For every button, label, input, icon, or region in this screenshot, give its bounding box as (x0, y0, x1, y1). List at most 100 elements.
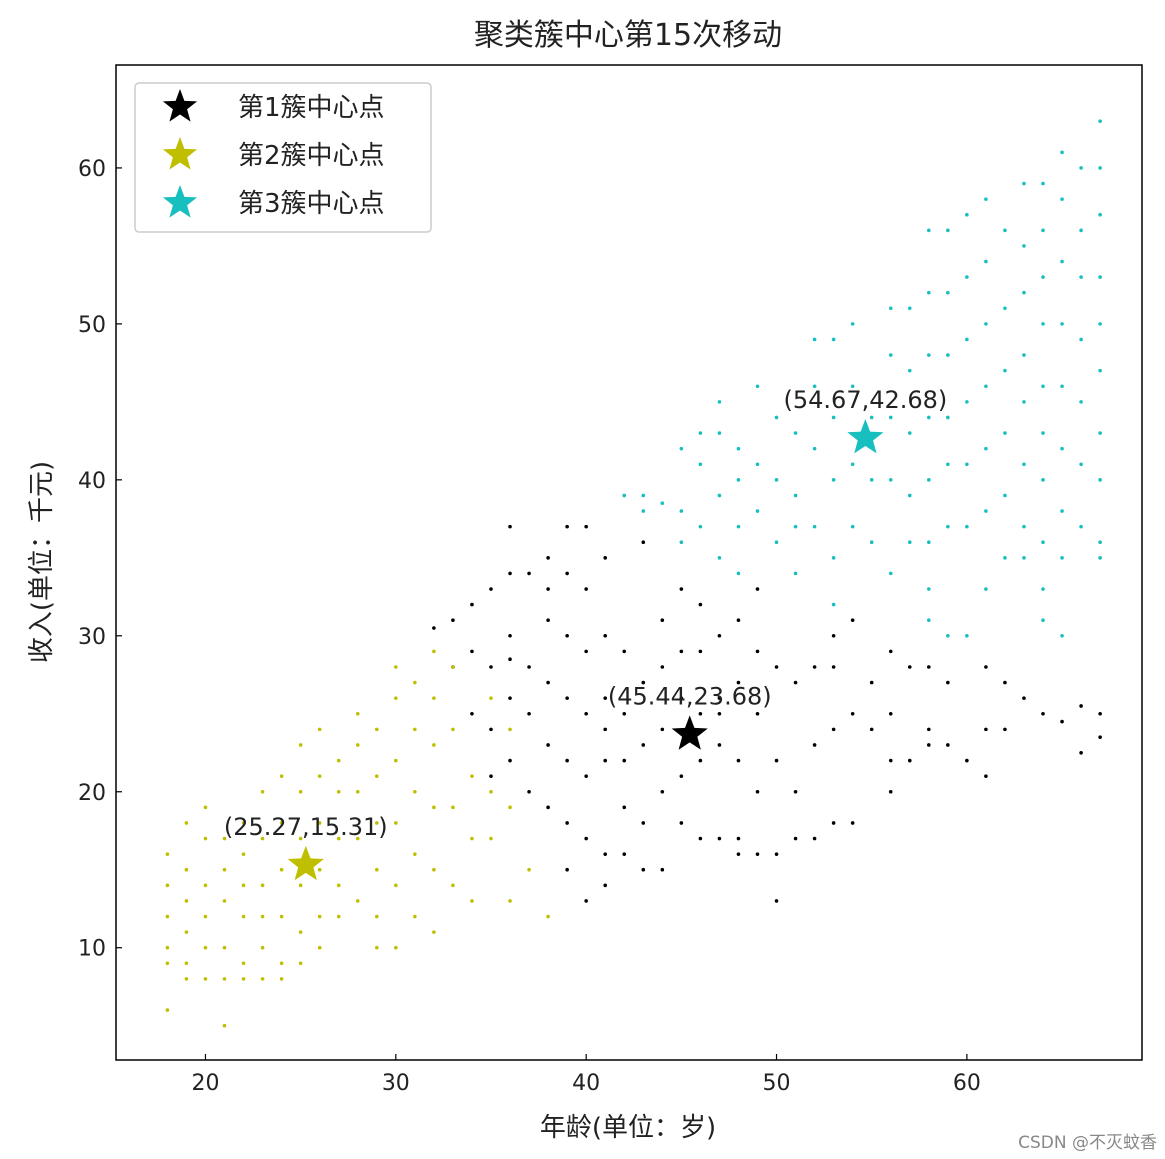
data-point-cluster-3 (984, 197, 988, 201)
data-point-cluster-3 (679, 540, 684, 545)
data-point-cluster-2 (203, 883, 208, 888)
data-point-cluster-3 (907, 306, 912, 311)
x-tick-label: 20 (191, 1071, 219, 1096)
data-point-cluster-3 (831, 337, 836, 342)
data-point-cluster-1 (565, 524, 569, 529)
center-annotations: (45.44,23.68) (25.27,15.31) (54.67,42.68) (224, 386, 947, 841)
data-point-cluster-1 (927, 665, 931, 669)
data-point-cluster-2 (413, 852, 417, 856)
plot-area (115, 64, 1143, 1061)
data-point-cluster-1 (927, 727, 931, 732)
data-point-cluster-3 (831, 415, 836, 420)
data-point-cluster-1 (546, 618, 550, 623)
cluster-1-center-star (671, 715, 708, 750)
data-point-cluster-3 (1022, 462, 1026, 467)
data-point-cluster-3 (1041, 384, 1045, 389)
data-point-cluster-2 (374, 945, 379, 950)
data-point-cluster-1 (888, 649, 893, 654)
data-point-cluster-2 (336, 883, 341, 888)
data-point-cluster-2 (394, 821, 398, 825)
data-point-cluster-2 (317, 821, 322, 825)
data-point-cluster-3 (1079, 228, 1083, 233)
legend-label-1: 第1簇中心点 (238, 93, 385, 123)
data-point-cluster-1 (831, 727, 836, 732)
data-point-cluster-3 (850, 322, 855, 326)
data-point-cluster-3 (1098, 166, 1102, 170)
data-point-cluster-1 (736, 618, 741, 623)
data-point-cluster-3 (812, 524, 817, 529)
data-point-cluster-3 (927, 540, 931, 545)
data-point-cluster-2 (222, 1023, 227, 1028)
data-point-cluster-2 (298, 930, 303, 934)
data-point-cluster-2 (355, 899, 360, 903)
data-point-cluster-2 (203, 945, 208, 950)
data-point-cluster-2 (374, 727, 379, 732)
data-point-cluster-1 (603, 852, 608, 856)
data-point-cluster-1 (451, 618, 455, 623)
data-point-cluster-1 (508, 657, 512, 661)
data-point-cluster-2 (165, 914, 170, 919)
data-point-cluster-1 (546, 587, 550, 591)
data-point-cluster-1 (679, 587, 684, 591)
data-point-cluster-3 (1098, 212, 1102, 217)
data-point-cluster-3 (907, 431, 912, 435)
data-point-cluster-3 (1079, 462, 1083, 467)
data-point-cluster-2 (279, 867, 284, 872)
data-point-cluster-1 (508, 571, 512, 576)
data-point-cluster-3 (984, 446, 988, 451)
data-point-cluster-3 (698, 431, 703, 435)
data-point-cluster-3 (1022, 290, 1026, 295)
data-point-cluster-3 (927, 290, 931, 295)
data-point-cluster-1 (641, 540, 646, 545)
data-point-cluster-2 (355, 789, 360, 794)
data-point-cluster-1 (660, 618, 665, 623)
data-point-cluster-2 (165, 852, 170, 856)
data-point-cluster-3 (1060, 150, 1064, 155)
data-point-cluster-2 (432, 930, 436, 934)
data-point-cluster-3 (1022, 353, 1026, 357)
data-point-cluster-1 (584, 649, 588, 654)
data-point-cluster-2 (241, 977, 246, 981)
data-point-cluster-3 (965, 633, 969, 638)
x-tick-label: 60 (953, 1071, 981, 1096)
data-point-cluster-1 (679, 821, 684, 825)
data-point-cluster-3 (984, 322, 988, 326)
data-point-cluster-3 (927, 587, 931, 591)
data-point-cluster-1 (831, 821, 836, 825)
data-point-cluster-2 (527, 867, 531, 872)
data-point-cluster-3 (1098, 540, 1102, 545)
data-point-cluster-1 (869, 727, 874, 732)
data-point-cluster-2 (184, 821, 189, 825)
data-point-cluster-1 (470, 649, 474, 654)
data-point-cluster-3 (946, 290, 950, 295)
data-point-cluster-3 (1022, 524, 1026, 529)
data-point-cluster-2 (184, 867, 189, 872)
data-point-cluster-2 (184, 961, 189, 966)
data-point-cluster-3 (946, 228, 950, 233)
data-point-cluster-3 (831, 478, 836, 482)
data-point-cluster-1 (565, 758, 569, 763)
data-point-cluster-1 (584, 836, 588, 841)
data-point-cluster-1 (584, 524, 588, 529)
data-point-cluster-2 (203, 805, 208, 810)
x-tick-label: 30 (382, 1071, 410, 1096)
data-point-cluster-2 (241, 961, 246, 966)
data-point-cluster-2 (432, 743, 436, 747)
data-point-cluster-1 (622, 758, 627, 763)
data-point-cluster-1 (1098, 711, 1102, 716)
data-point-cluster-3 (1003, 431, 1007, 435)
data-point-cluster-3 (965, 462, 969, 467)
data-point-cluster-3 (1098, 556, 1102, 560)
data-point-cluster-1 (622, 711, 627, 716)
data-point-cluster-3 (1060, 322, 1064, 326)
data-point-cluster-1 (679, 696, 684, 700)
data-point-cluster-2 (336, 789, 341, 794)
data-point-cluster-1 (603, 556, 608, 560)
data-point-cluster-2 (470, 774, 474, 778)
data-point-cluster-3 (1041, 587, 1045, 591)
data-point-cluster-1 (546, 680, 550, 685)
data-point-cluster-1 (660, 727, 665, 732)
data-point-cluster-2 (241, 883, 246, 888)
legend-label-2: 第2簇中心点 (238, 141, 385, 171)
